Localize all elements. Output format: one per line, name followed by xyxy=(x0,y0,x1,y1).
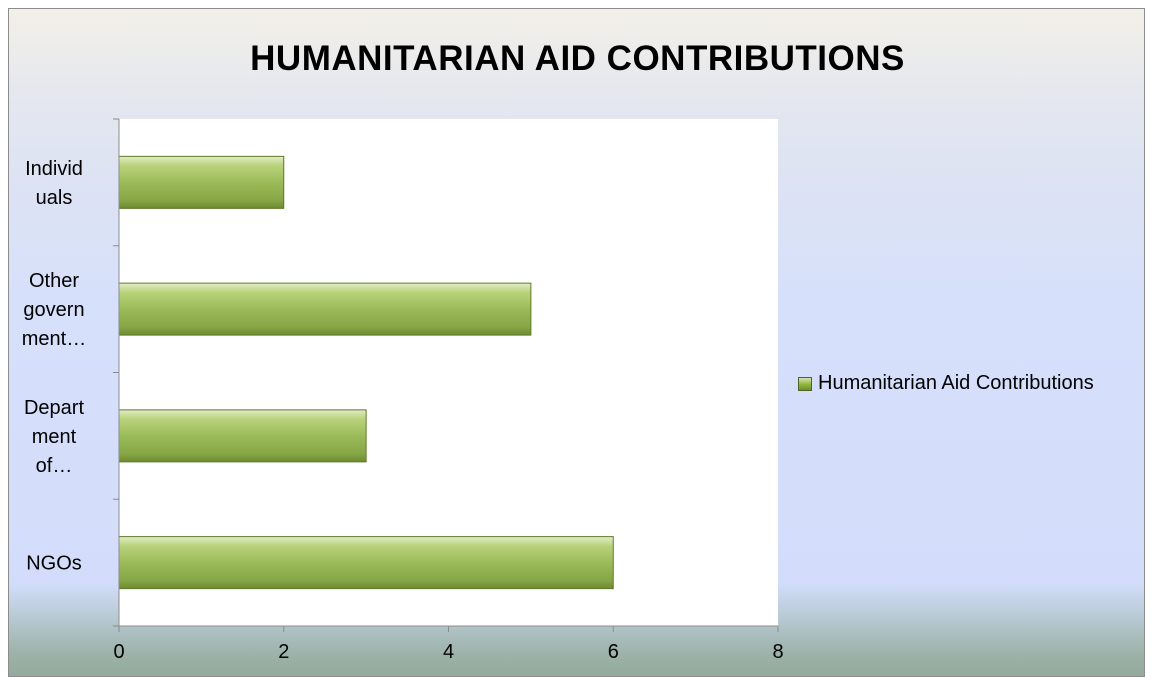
legend-swatch xyxy=(798,376,812,391)
y-category-label-line: of… xyxy=(36,455,73,477)
bar xyxy=(118,409,367,463)
x-tick-label: 2 xyxy=(278,641,289,663)
y-category-label-line: Depart xyxy=(24,397,84,419)
chart-title: HUMANITARIAN AID CONTRIBUTIONS xyxy=(250,39,905,78)
y-category-label-line: ment xyxy=(32,426,77,448)
y-category-label: Depart ment of… xyxy=(24,397,84,477)
x-tick-label: 8 xyxy=(772,641,783,663)
bar xyxy=(118,282,532,336)
bar xyxy=(118,536,614,590)
y-category-label: Other govern ment… xyxy=(22,270,86,350)
y-category-label-line: Individ xyxy=(25,158,83,180)
legend-label: Humanitarian Aid Contributions xyxy=(818,372,1094,394)
y-category-label-line: Other xyxy=(29,270,79,292)
x-tick-label: 0 xyxy=(113,641,124,663)
x-tick-label: 6 xyxy=(608,641,619,663)
bar xyxy=(118,155,285,209)
y-category-label-line: NGOs xyxy=(26,553,82,575)
y-category-label: Individ uals xyxy=(25,158,83,209)
chart-area: HUMANITARIAN AID CONTRIBUTIONS 0 2 4 6 8 NGOs… xyxy=(8,8,1145,677)
y-category-label-line: uals xyxy=(36,187,73,209)
y-category-label-line: ment… xyxy=(22,328,86,350)
x-tick-label: 4 xyxy=(443,641,454,663)
plot-svg: 0 2 4 6 8 NGOs Depart ment of… Other govern ment… In… xyxy=(22,118,784,663)
y-category-label-line: govern xyxy=(23,299,84,321)
y-category-label: NGOs xyxy=(26,553,82,575)
legend: Humanitarian Aid Contributions xyxy=(798,372,1094,395)
